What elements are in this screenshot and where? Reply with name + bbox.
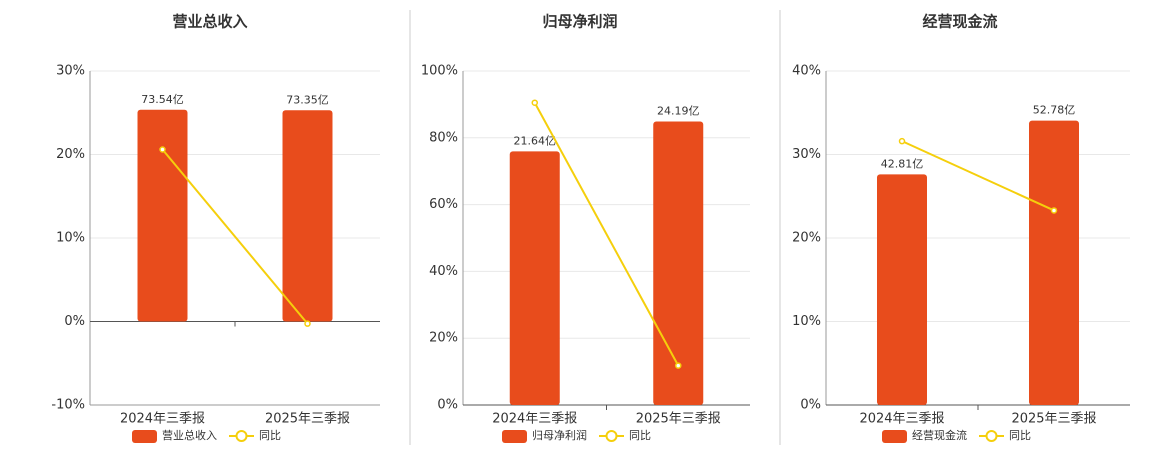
x-tick-label: 2024年三季报 bbox=[492, 412, 577, 427]
x-tick-label: 2025年三季报 bbox=[1011, 412, 1096, 427]
value-label: 73.35亿 bbox=[286, 93, 329, 106]
legend-label: 同比 bbox=[1009, 429, 1031, 442]
legend-label: 经营现金流 bbox=[912, 428, 967, 442]
line-point bbox=[159, 146, 166, 153]
line bbox=[901, 140, 1055, 212]
legend-swatch-marker bbox=[605, 430, 618, 442]
line bbox=[533, 102, 680, 367]
chart-title: 归母净利润 bbox=[542, 13, 617, 31]
legend-swatch bbox=[132, 430, 157, 443]
bar bbox=[1029, 120, 1079, 405]
line-point bbox=[531, 99, 538, 106]
y-tick-label: 20% bbox=[56, 147, 85, 162]
chart-title: 营业总收入 bbox=[172, 13, 247, 31]
bar bbox=[282, 110, 333, 322]
line-point bbox=[898, 137, 906, 145]
y-tick-label: 80% bbox=[429, 130, 458, 145]
y-tick-label: 100% bbox=[421, 64, 458, 79]
line bbox=[161, 148, 309, 325]
y-tick-label: 0% bbox=[437, 398, 458, 413]
value-label: 21.64亿 bbox=[514, 134, 557, 147]
legend-swatch bbox=[502, 430, 527, 443]
x-tick-label: 2025年三季报 bbox=[265, 412, 350, 427]
y-tick-label: -10% bbox=[51, 398, 85, 413]
x-tick-label: 2025年三季报 bbox=[636, 412, 721, 427]
bar bbox=[877, 174, 927, 405]
legend-swatch-marker bbox=[235, 430, 248, 442]
value-label: 73.54亿 bbox=[141, 93, 184, 106]
legend-label: 营业总收入 bbox=[162, 428, 217, 442]
chart-title: 经营现金流 bbox=[922, 13, 997, 31]
line-point bbox=[675, 362, 682, 369]
y-tick-label: 40% bbox=[792, 64, 821, 79]
value-label: 52.78亿 bbox=[1033, 104, 1076, 117]
y-tick-label: 20% bbox=[792, 231, 821, 246]
y-tick-label: 10% bbox=[56, 231, 85, 246]
bar bbox=[509, 151, 560, 405]
y-tick-label: 30% bbox=[792, 147, 821, 162]
legend-swatch-marker bbox=[985, 430, 998, 442]
bar bbox=[137, 109, 188, 322]
value-label: 42.81亿 bbox=[881, 157, 924, 170]
legend-swatch bbox=[882, 430, 907, 443]
y-tick-label: 60% bbox=[429, 197, 458, 212]
legend-label: 归母净利润 bbox=[532, 428, 587, 442]
y-tick-label: 10% bbox=[792, 314, 821, 329]
legend-label: 同比 bbox=[629, 429, 651, 442]
legend-label: 同比 bbox=[259, 429, 281, 442]
y-tick-label: 0% bbox=[64, 314, 85, 329]
y-tick-label: 30% bbox=[56, 64, 85, 79]
x-tick-label: 2024年三季报 bbox=[859, 412, 944, 427]
bar bbox=[653, 121, 704, 405]
y-tick-label: 40% bbox=[429, 264, 458, 279]
value-label: 24.19亿 bbox=[657, 105, 700, 118]
line-point bbox=[304, 320, 311, 327]
x-tick-label: 2024年三季报 bbox=[120, 412, 205, 427]
y-tick-label: 20% bbox=[429, 331, 458, 346]
y-tick-label: 0% bbox=[800, 398, 821, 413]
line-point bbox=[1050, 207, 1058, 214]
